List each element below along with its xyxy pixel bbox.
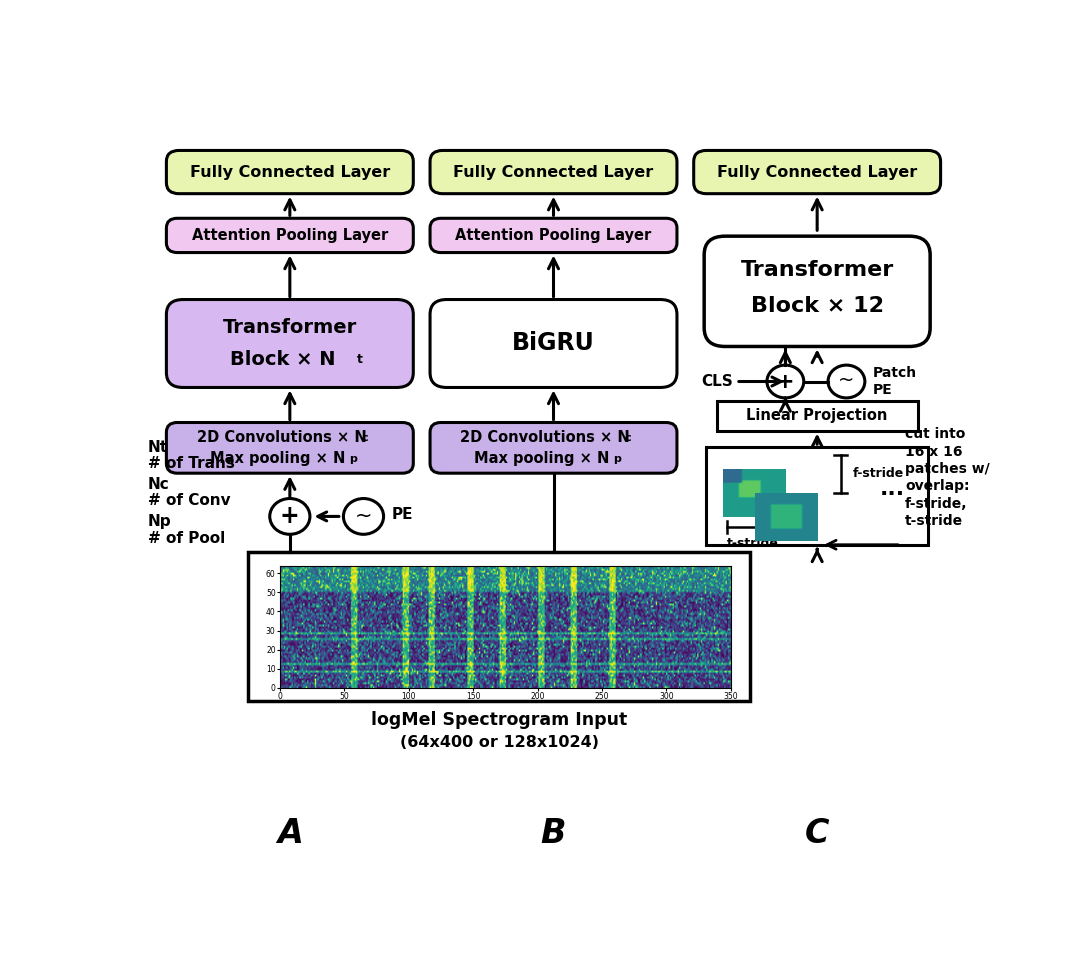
Text: PE: PE (392, 506, 414, 522)
Text: PE: PE (874, 383, 893, 398)
FancyBboxPatch shape (693, 150, 941, 194)
FancyBboxPatch shape (430, 422, 677, 473)
Text: logMel Spectrogram Input: logMel Spectrogram Input (370, 711, 627, 729)
FancyBboxPatch shape (166, 150, 414, 194)
FancyBboxPatch shape (166, 299, 414, 387)
Text: cut into
16 x 16
patches w/
overlap:
f-stride,
t-stride: cut into 16 x 16 patches w/ overlap: f-s… (905, 428, 989, 528)
Text: # of Trans: # of Trans (148, 456, 234, 471)
Text: A: A (276, 817, 302, 850)
Bar (248, 552, 751, 701)
Text: Fully Connected Layer: Fully Connected Layer (717, 165, 917, 179)
Text: c: c (624, 434, 632, 443)
Text: +: + (280, 504, 300, 529)
Text: Nt: Nt (148, 439, 167, 455)
FancyBboxPatch shape (166, 218, 414, 253)
Text: ~: ~ (354, 505, 373, 526)
Text: Nc: Nc (148, 477, 170, 492)
Text: Np: Np (148, 514, 171, 529)
FancyBboxPatch shape (430, 299, 677, 387)
Text: Block × 12: Block × 12 (751, 296, 883, 317)
Text: ...: ... (880, 479, 905, 499)
Text: Fully Connected Layer: Fully Connected Layer (454, 165, 653, 179)
Text: Max pooling × N: Max pooling × N (474, 451, 609, 466)
Text: 2D Convolutions × N: 2D Convolutions × N (197, 430, 366, 445)
Text: f-stride: f-stride (853, 468, 904, 480)
Text: B: B (541, 817, 566, 850)
Text: t: t (357, 353, 363, 366)
Text: ~: ~ (838, 372, 854, 390)
Text: C: C (805, 817, 829, 850)
Text: # of Pool: # of Pool (148, 530, 225, 546)
Text: Attention Pooling Layer: Attention Pooling Layer (192, 227, 388, 243)
Text: Linear Projection: Linear Projection (746, 408, 888, 423)
Text: 2D Convolutions × N: 2D Convolutions × N (460, 430, 630, 445)
Text: (64x400 or 128x1024): (64x400 or 128x1024) (400, 735, 598, 750)
FancyBboxPatch shape (704, 236, 930, 347)
Text: Transformer: Transformer (222, 318, 357, 337)
Text: t-stride: t-stride (727, 536, 779, 550)
Text: +: + (777, 372, 795, 391)
Text: CLS: CLS (702, 374, 733, 389)
FancyBboxPatch shape (430, 150, 677, 194)
Text: c: c (361, 434, 367, 443)
Text: p: p (613, 454, 621, 465)
Text: Max pooling × N: Max pooling × N (211, 451, 346, 466)
Text: BiGRU: BiGRU (512, 331, 595, 355)
FancyBboxPatch shape (166, 422, 414, 473)
Bar (706, 447, 928, 546)
FancyBboxPatch shape (430, 218, 677, 253)
Text: p: p (350, 454, 357, 465)
Text: Transformer: Transformer (741, 260, 894, 281)
Text: Block × N: Block × N (230, 350, 336, 370)
Text: Patch: Patch (874, 366, 917, 379)
Text: Fully Connected Layer: Fully Connected Layer (190, 165, 390, 179)
Text: Attention Pooling Layer: Attention Pooling Layer (456, 227, 651, 243)
Text: # of Conv: # of Conv (148, 494, 230, 508)
Bar (717, 401, 918, 431)
